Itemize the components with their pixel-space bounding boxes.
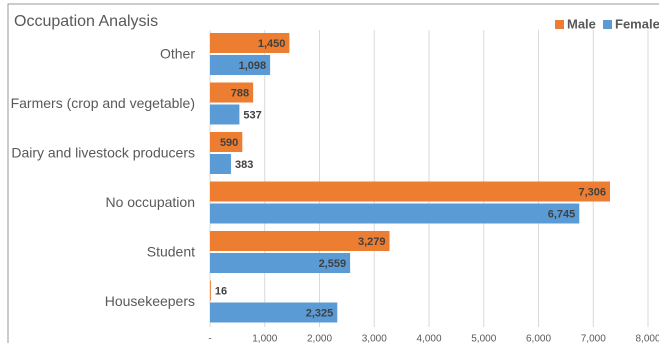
data-label: 6,745 bbox=[548, 208, 576, 220]
y-tick-label: Dairy and livestock producers bbox=[11, 144, 195, 160]
y-tick-label: Farmers (crop and vegetable) bbox=[11, 95, 195, 111]
bar bbox=[210, 280, 211, 301]
x-tick-label: 7,000 bbox=[581, 334, 606, 343]
x-tick-label: 4,000 bbox=[416, 334, 441, 343]
x-tick-label: 3,000 bbox=[362, 334, 387, 343]
legend-label: Male bbox=[567, 16, 596, 31]
data-label: 590 bbox=[220, 137, 238, 149]
chart-frame bbox=[7, 3, 659, 343]
data-label: 2,325 bbox=[306, 307, 334, 319]
x-tick-label: 5,000 bbox=[471, 334, 496, 343]
data-label: 1,450 bbox=[258, 38, 286, 50]
bar bbox=[210, 231, 390, 251]
data-label: 1,098 bbox=[239, 60, 267, 72]
bar bbox=[210, 55, 271, 75]
x-tick-label: 1,000 bbox=[252, 334, 277, 343]
x-tick-label: 8,000 bbox=[635, 334, 659, 343]
bar bbox=[210, 203, 580, 224]
y-tick-label: Other bbox=[160, 45, 195, 61]
x-tick-label: 2,000 bbox=[307, 334, 332, 343]
data-label: 537 bbox=[243, 109, 261, 121]
chart-title: Occupation Analysis bbox=[14, 13, 158, 30]
legend-label: Female bbox=[615, 16, 659, 31]
bar bbox=[210, 132, 243, 152]
data-label: 2,559 bbox=[319, 258, 347, 270]
bar bbox=[210, 181, 611, 202]
y-tick-label: No occupation bbox=[105, 194, 195, 210]
bar bbox=[210, 33, 290, 53]
data-label: 788 bbox=[231, 87, 249, 99]
legend-swatch bbox=[555, 20, 564, 29]
y-tick-label: Student bbox=[147, 243, 195, 259]
data-label: 7,306 bbox=[578, 186, 606, 198]
bar bbox=[210, 104, 240, 125]
y-tick-label: Housekeepers bbox=[105, 293, 195, 309]
legend-swatch bbox=[603, 20, 612, 29]
bar bbox=[210, 253, 351, 273]
bar bbox=[210, 82, 254, 103]
x-tick-label: - bbox=[208, 334, 211, 343]
data-label: 383 bbox=[235, 159, 253, 171]
x-tick-label: 6,000 bbox=[526, 334, 551, 343]
bar bbox=[210, 302, 338, 323]
bar bbox=[210, 154, 231, 174]
data-label: 3,279 bbox=[358, 236, 386, 248]
data-label: 16 bbox=[215, 285, 227, 297]
